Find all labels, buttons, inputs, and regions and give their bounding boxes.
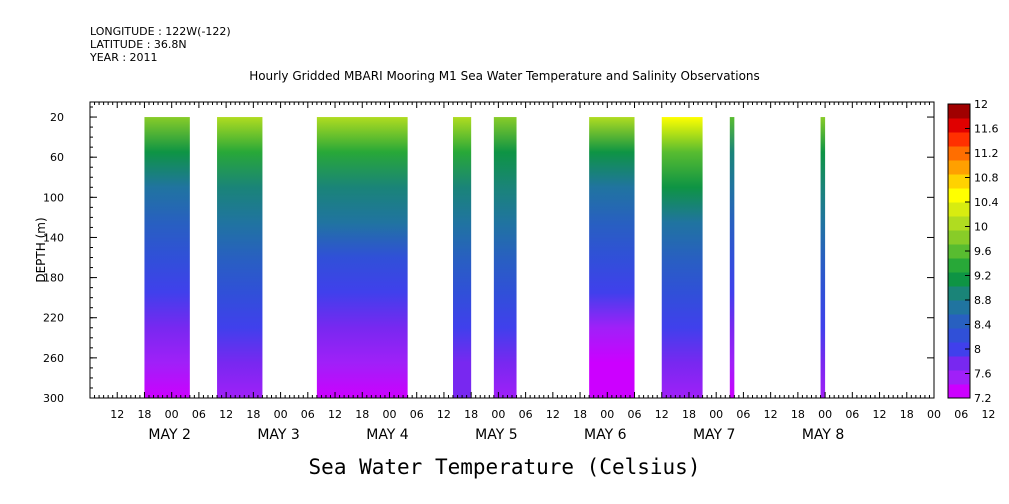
colorbar-label: 11.6 — [974, 123, 999, 136]
x-tick-label: 12 — [546, 408, 560, 421]
colorbar-swatch — [948, 132, 970, 147]
colorbar-swatch — [948, 216, 970, 231]
colorbar-label: 7.2 — [974, 392, 992, 405]
x-tick-label: 00 — [274, 408, 288, 421]
x-tick-label: 12 — [655, 408, 669, 421]
x-tick-label: 00 — [165, 408, 179, 421]
x-tick-label: 06 — [628, 408, 642, 421]
day-label: MAY 6 — [584, 427, 627, 443]
colorbar-swatch — [948, 202, 970, 217]
x-tick-label: 18 — [464, 408, 478, 421]
colorbar-swatch — [948, 384, 970, 399]
x-tick-label: 12 — [981, 408, 995, 421]
y-tick-label: 180 — [43, 272, 64, 285]
colorbar-swatch — [948, 230, 970, 245]
x-tick-label: 18 — [355, 408, 369, 421]
latitude-label: LATITUDE : 36.8N — [90, 38, 187, 51]
day-label: MAY 2 — [148, 427, 190, 443]
x-tick-label: 06 — [192, 408, 206, 421]
y-tick-label: 220 — [43, 312, 64, 325]
colorbar-label: 10.8 — [974, 172, 999, 185]
colorbar-swatch — [948, 118, 970, 133]
day-label: MAY 3 — [257, 427, 299, 443]
chart-title: Hourly Gridded MBARI Mooring M1 Sea Wate… — [249, 69, 760, 83]
y-tick-label: 140 — [43, 231, 64, 244]
year-label: YEAR : 2011 — [90, 51, 158, 64]
y-tick-label: 260 — [43, 352, 64, 365]
x-tick-label: 12 — [437, 408, 451, 421]
temperature-segment — [729, 117, 735, 399]
temperature-segment — [661, 117, 703, 399]
colorbar-label: 8.8 — [974, 294, 992, 307]
day-label: MAY 8 — [802, 427, 844, 443]
temperature-segment — [316, 117, 408, 399]
colorbar-swatch — [948, 300, 970, 315]
x-tick-label: 06 — [301, 408, 315, 421]
colorbar-label: 12 — [974, 98, 988, 111]
colorbar-swatch — [948, 258, 970, 273]
x-tick-label: 06 — [736, 408, 750, 421]
day-label: MAY 4 — [366, 427, 409, 443]
x-tick-label: 00 — [818, 408, 832, 421]
x-axis-title: Sea Water Temperature (Celsius) — [308, 455, 701, 479]
colorbar-label: 7.6 — [974, 368, 992, 381]
colorbar-swatch — [948, 244, 970, 259]
temperature-segment — [493, 117, 517, 399]
y-tick-label: 100 — [43, 191, 64, 204]
colorbar-swatch — [948, 160, 970, 175]
x-tick-label: 12 — [764, 408, 778, 421]
y-tick-label: 20 — [50, 111, 64, 124]
day-label: MAY 5 — [475, 427, 517, 443]
longitude-label: LONGITUDE : 122W(-122) — [90, 25, 231, 38]
x-tick-label: 12 — [110, 408, 124, 421]
colorbar-label: 10.4 — [974, 196, 999, 209]
colorbar-swatch — [948, 370, 970, 385]
temperature-segment — [453, 117, 472, 399]
x-tick-label: 18 — [791, 408, 805, 421]
y-axis-title: DEPTH (m) — [34, 217, 48, 282]
colorbar-swatch — [948, 328, 970, 343]
x-tick-label: 00 — [600, 408, 614, 421]
x-tick-label: 00 — [709, 408, 723, 421]
x-tick-label: 00 — [927, 408, 941, 421]
colorbar-label: 9.2 — [974, 270, 992, 283]
x-tick-label: 12 — [873, 408, 887, 421]
y-tick-label: 300 — [43, 392, 64, 405]
colorbar-label: 8 — [974, 343, 981, 356]
x-tick-label: 18 — [246, 408, 260, 421]
colorbar-label: 8.4 — [974, 319, 992, 332]
colorbar-swatch — [948, 174, 970, 189]
x-tick-label: 00 — [491, 408, 505, 421]
colorbar-label: 11.2 — [974, 147, 999, 160]
temperature-segment — [820, 117, 826, 399]
y-tick-label: 60 — [50, 151, 64, 164]
temperature-segment — [144, 117, 190, 399]
day-label: MAY 7 — [693, 427, 735, 443]
colorbar-swatch — [948, 356, 970, 371]
x-tick-label: 18 — [682, 408, 696, 421]
colorbar-swatch — [948, 104, 970, 119]
colorbar-swatch — [948, 342, 970, 357]
x-tick-label: 12 — [219, 408, 233, 421]
temperature-segment — [589, 117, 635, 399]
x-tick-label: 06 — [845, 408, 859, 421]
colorbar-swatch — [948, 188, 970, 203]
x-tick-label: 06 — [954, 408, 968, 421]
x-tick-label: 18 — [573, 408, 587, 421]
x-tick-label: 18 — [900, 408, 914, 421]
temperature-segment — [217, 117, 263, 399]
x-tick-label: 06 — [410, 408, 424, 421]
colorbar-label: 9.6 — [974, 245, 992, 258]
x-tick-label: 06 — [519, 408, 533, 421]
colorbar-label: 10 — [974, 221, 988, 234]
colorbar-swatch — [948, 272, 970, 287]
colorbar-swatch — [948, 314, 970, 329]
colorbar-swatch — [948, 286, 970, 301]
colorbar-swatch — [948, 146, 970, 161]
x-tick-label: 12 — [328, 408, 342, 421]
x-tick-label: 18 — [137, 408, 151, 421]
x-tick-label: 00 — [382, 408, 396, 421]
